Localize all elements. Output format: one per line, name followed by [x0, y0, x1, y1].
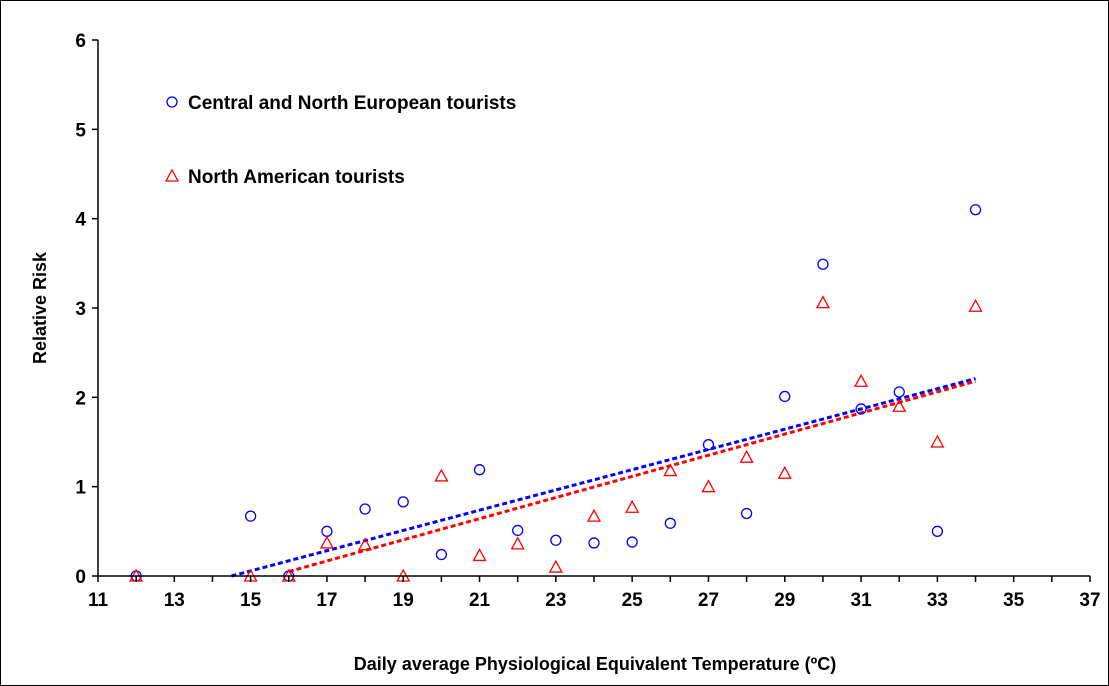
legend-label: Central and North European tourists — [188, 93, 516, 114]
data-point-circle — [855, 403, 867, 415]
data-point-circle — [244, 510, 257, 522]
data-point-triangle — [586, 508, 602, 522]
data-point-circle — [969, 204, 982, 216]
data-point-circle — [626, 536, 638, 548]
data-point-circle — [359, 503, 371, 515]
data-point-circle — [779, 390, 791, 403]
trendlines — [231, 377, 976, 578]
legend-marker-triangle — [164, 168, 180, 182]
data-point-triangle — [434, 468, 449, 482]
data-point-triangle — [777, 465, 792, 479]
data-point-triangle — [548, 559, 563, 573]
data-point-circle — [893, 386, 905, 398]
trendline-circle — [231, 377, 976, 578]
y-tick-label: 3 — [75, 299, 86, 320]
data-point-circle — [702, 439, 715, 451]
x-tick-label: 17 — [316, 590, 337, 611]
x-tick-label: 13 — [164, 590, 185, 611]
data-point-circle — [435, 548, 448, 561]
data-points — [129, 204, 983, 582]
y-tick-label: 0 — [75, 567, 86, 588]
data-point-circle — [817, 258, 829, 270]
data-point-triangle — [663, 463, 678, 477]
data-point-circle — [740, 507, 753, 520]
data-point-circle — [664, 517, 676, 529]
data-point-circle — [321, 525, 333, 537]
data-point-triangle — [930, 434, 945, 448]
legend-label: North American tourists — [188, 167, 405, 188]
x-tick-label: 35 — [1003, 590, 1025, 611]
data-point-circle — [550, 534, 562, 546]
x-tick-label: 19 — [393, 590, 414, 611]
data-point-triangle — [701, 479, 716, 493]
data-point-circle — [588, 537, 600, 549]
y-tick-label: 5 — [75, 120, 86, 141]
data-point-circle — [397, 496, 409, 508]
data-point-triangle — [510, 536, 525, 550]
x-tick-label: 11 — [88, 590, 109, 611]
y-axis-title: Relative Risk — [30, 251, 50, 364]
x-tick-label: 31 — [851, 590, 873, 611]
data-point-triangle — [472, 548, 487, 562]
data-point-triangle — [739, 449, 754, 463]
y-tick-label: 2 — [75, 388, 86, 409]
data-point-triangle — [625, 499, 640, 513]
data-point-triangle — [853, 373, 869, 387]
data-point-triangle — [968, 298, 983, 312]
y-tick-label: 6 — [75, 31, 86, 52]
data-point-circle — [512, 524, 524, 537]
legend: Central and North European tourists North… — [164, 93, 516, 188]
legend-marker-circle — [166, 96, 178, 108]
x-tick-label: 23 — [545, 590, 566, 611]
data-point-triangle — [357, 537, 373, 551]
x-tick-label: 37 — [1079, 590, 1100, 611]
data-point-circle — [931, 525, 944, 537]
data-point-triangle — [319, 535, 335, 549]
x-tick-label: 33 — [927, 590, 948, 611]
y-tick-label: 4 — [75, 210, 86, 231]
x-tick-label: 29 — [774, 590, 795, 611]
x-axis-title: Daily average Physiological Equivalent T… — [354, 654, 836, 674]
x-tick-label: 25 — [622, 590, 644, 611]
x-tick-label: 15 — [240, 590, 262, 611]
x-tick-label: 21 — [469, 590, 491, 611]
x-tick-label: 27 — [698, 590, 719, 611]
trendline-triangle — [288, 379, 976, 573]
data-point-triangle — [815, 295, 831, 309]
data-point-circle — [473, 464, 486, 476]
y-tick-label: 1 — [75, 478, 86, 499]
data-point-triangle — [892, 398, 907, 412]
